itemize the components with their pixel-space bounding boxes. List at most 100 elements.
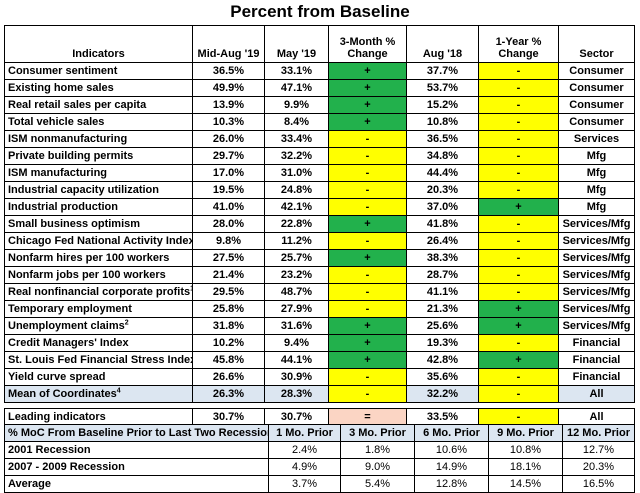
- aug-18-value-text: 33.5%: [426, 411, 459, 423]
- one-year-change: -: [478, 283, 559, 301]
- table-row: ISM manufacturing 17.0% 31.0% - 44.4% - Mfg: [4, 164, 635, 182]
- mid-aug-19-value-text: 21.4%: [212, 269, 245, 281]
- may-19-value: 48.7%: [264, 283, 329, 301]
- indicator-name-text: St. Louis Fed Financial Stress Index: [8, 354, 193, 366]
- recession-header-cell: 3 Mo. Prior: [340, 424, 415, 442]
- one-year-change-text: -: [516, 116, 521, 128]
- sector-value: Financial: [558, 368, 635, 386]
- recession-header-cell: 12 Mo. Prior: [562, 424, 635, 442]
- may-19-value-text: 8.4%: [283, 116, 310, 128]
- mid-aug-19-value: 10.2%: [192, 334, 265, 352]
- may-19-value-text: 44.1%: [280, 354, 313, 366]
- aug-18-value-text: 44.4%: [426, 167, 459, 179]
- may-19-value: 31.6%: [264, 317, 329, 335]
- sector-value-text: Consumer: [569, 82, 624, 94]
- one-year-change-text: -: [516, 82, 521, 94]
- indicator-name: Real retail sales per capita: [4, 96, 193, 114]
- indicator-name-text: Mean of Coordinates: [8, 388, 117, 400]
- mid-aug-19-value-text: 27.5%: [212, 252, 245, 264]
- recession-header-cell: 9 Mo. Prior: [488, 424, 563, 442]
- three-month-change: -: [328, 164, 407, 182]
- recession-label: 2001 Recession: [4, 441, 269, 459]
- indicator-name-text: Unemployment claims: [8, 320, 125, 332]
- three-month-change-text: -: [365, 235, 370, 247]
- three-month-change-text: +: [364, 82, 371, 94]
- indicators-table: Indicators Mid-Aug '19 May '19 3-Month %…: [4, 25, 635, 426]
- three-month-change: -: [328, 130, 407, 148]
- recession-value: 14.5%: [488, 475, 563, 493]
- one-year-change-text: +: [515, 303, 522, 315]
- sector-value: All: [558, 385, 635, 403]
- may-19-value: 30.9%: [264, 368, 329, 386]
- indicator-name-text: Temporary employment: [8, 303, 132, 315]
- may-19-value-text: 33.1%: [280, 65, 313, 77]
- indicator-name-text: Credit Managers' Index: [8, 337, 129, 349]
- sector-value-text: Financial: [572, 354, 621, 366]
- header-aug-18: Aug '18: [406, 25, 479, 63]
- indicator-name-text: Chicago Fed National Activity Index: [8, 235, 193, 247]
- may-19-value-text: 32.2%: [280, 150, 313, 162]
- aug-18-value-text: 28.7%: [426, 269, 459, 281]
- aug-18-value-text: 36.5%: [426, 133, 459, 145]
- sector-value-text: All: [589, 411, 604, 423]
- sector-value-text: Services/Mfg: [562, 286, 631, 298]
- recession-table: % MoC From Baseline Prior to Last Two Re…: [4, 424, 635, 493]
- indicator-name: Leading indicators: [4, 408, 193, 426]
- aug-18-value-text: 32.2%: [426, 388, 459, 400]
- aug-18-value-text: 34.8%: [426, 150, 459, 162]
- aug-18-value: 32.2%: [406, 385, 479, 403]
- sector-value-text: Services/Mfg: [562, 269, 631, 281]
- one-year-change: +: [478, 300, 559, 318]
- three-month-change-text: -: [365, 269, 370, 281]
- indicator-name: Nonfarm hires per 100 workers: [4, 249, 193, 267]
- sector-value: All: [558, 408, 635, 426]
- table-row: Real nonfinancial corporate profits1 29.5…: [4, 283, 635, 301]
- sector-value-text: Services/Mfg: [562, 218, 631, 230]
- sector-value-text: Mfg: [586, 150, 607, 162]
- three-month-change-text: -: [365, 201, 370, 213]
- mid-aug-19-value: 13.9%: [192, 96, 265, 114]
- one-year-change: -: [478, 147, 559, 165]
- footnote-marker: 1: [190, 285, 191, 292]
- mid-aug-19-value: 19.5%: [192, 181, 265, 199]
- table-row: Mean of Coordinates4 26.3% 28.3% - 32.2% - All: [4, 385, 635, 403]
- sector-value: Mfg: [558, 198, 635, 216]
- sector-value: Financial: [558, 351, 635, 369]
- mid-aug-19-value: 17.0%: [192, 164, 265, 182]
- three-month-change: +: [328, 215, 407, 233]
- recession-row: 2007 - 2009 Recession 4.9% 9.0% 14.9% 18.1% 2…: [4, 458, 635, 476]
- mid-aug-19-value: 9.8%: [192, 232, 265, 250]
- aug-18-value-text: 41.8%: [426, 218, 459, 230]
- may-19-value: 11.2%: [264, 232, 329, 250]
- indicator-name: Mean of Coordinates4: [4, 385, 193, 403]
- sector-value: Mfg: [558, 164, 635, 182]
- one-year-change: -: [478, 96, 559, 114]
- three-month-change: -: [328, 266, 407, 284]
- may-19-value: 25.7%: [264, 249, 329, 267]
- three-month-change: -: [328, 300, 407, 318]
- recession-value: 12.7%: [562, 441, 635, 459]
- may-19-value: 24.8%: [264, 181, 329, 199]
- may-19-value-text: 28.3%: [280, 388, 313, 400]
- recession-row: 2001 Recession 2.4% 1.8% 10.6% 10.8% 12.7%: [4, 441, 635, 459]
- recession-value: 1.8%: [340, 441, 415, 459]
- three-month-change-text: =: [364, 411, 371, 423]
- sector-value-text: Services: [573, 133, 620, 145]
- recession-row: Average 3.7% 5.4% 12.8% 14.5% 16.5%: [4, 475, 635, 493]
- indicator-name: Consumer sentiment: [4, 62, 193, 80]
- three-month-change: -: [328, 385, 407, 403]
- one-year-change-text: -: [516, 286, 521, 298]
- table-row: Real retail sales per capita 13.9% 9.9% +15…: [4, 96, 635, 114]
- three-month-change: +: [328, 79, 407, 97]
- may-19-value-text: 24.8%: [280, 184, 313, 196]
- may-19-value-text: 33.4%: [280, 133, 313, 145]
- three-month-change: -: [328, 232, 407, 250]
- sector-value-text: Consumer: [569, 99, 624, 111]
- sector-value-text: Mfg: [586, 201, 607, 213]
- one-year-change-text: -: [516, 388, 521, 400]
- table-row: Industrial capacity utilization 19.5% 24.8…: [4, 181, 635, 199]
- table-row: Credit Managers' Index 10.2% 9.4% +19.3% - Fi…: [4, 334, 635, 352]
- three-month-change-text: +: [364, 337, 371, 349]
- indicator-name-text: Real nonfinancial corporate profits: [8, 286, 191, 298]
- three-month-change: +: [328, 334, 407, 352]
